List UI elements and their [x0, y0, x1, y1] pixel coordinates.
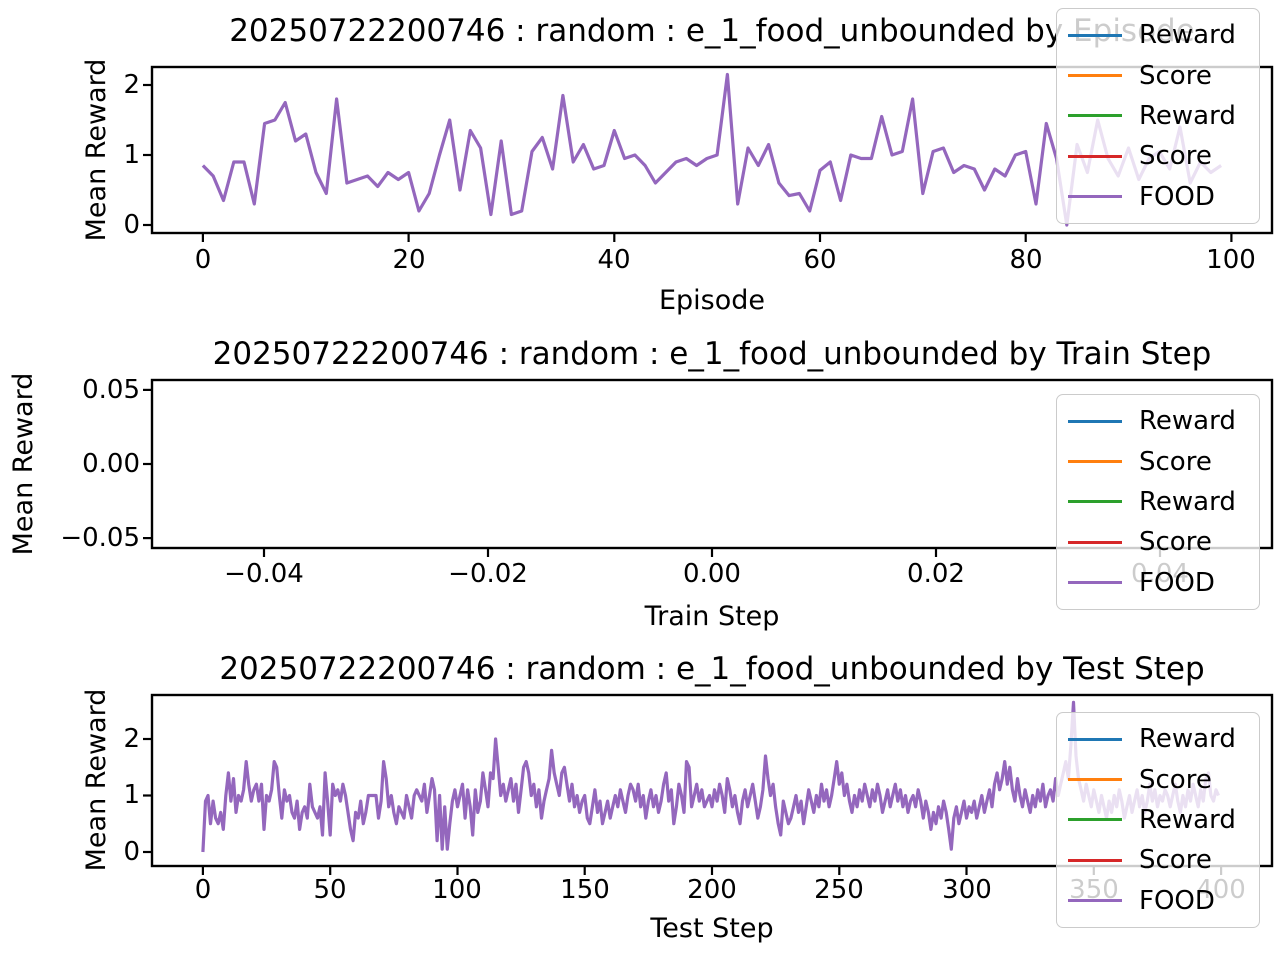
x-tick-label: 0.02 [907, 559, 965, 589]
x-tick-label: 20 [392, 245, 426, 275]
legend-entry-label: Reward [1139, 406, 1236, 437]
legend-entry-label: FOOD [1139, 885, 1215, 916]
legend-entry: Reward [1068, 800, 1259, 840]
legend-line-sample [1068, 540, 1122, 544]
x-tick-label: 40 [597, 245, 631, 275]
x-tick-label: 60 [803, 245, 837, 275]
legend-line-sample [1068, 154, 1122, 158]
plot2-legend: Reward Score Reward Score FOOD [1056, 394, 1260, 610]
legend-line-sample [1068, 460, 1122, 464]
legend-line-sample [1068, 74, 1122, 78]
legend-entry-label: Score [1139, 60, 1212, 91]
legend-line-sample [1068, 500, 1122, 504]
plot3-legend: Reward Score Reward Score FOOD [1056, 712, 1260, 928]
x-tick-label: 150 [560, 875, 610, 905]
legend-entry: Score [1068, 759, 1259, 799]
legend-entry-label: Reward [1139, 100, 1236, 131]
legend-entry-label: Score [1139, 446, 1212, 477]
legend-entry: Reward [1068, 401, 1259, 441]
legend-entry-label: Reward [1139, 20, 1236, 51]
y-tick-label: 0 [123, 210, 140, 240]
y-tick-label: 2 [123, 724, 140, 754]
y-tick-label: 1 [123, 140, 140, 170]
plot1-title: 20250722200746 : random : e_1_food_unbou… [229, 13, 1195, 49]
legend-entry-label: Reward [1139, 486, 1236, 517]
legend-line-sample [1068, 419, 1122, 423]
y-tick-label: −0.05 [60, 523, 140, 553]
y-tick-label: 0.00 [82, 449, 140, 479]
legend-entry: FOOD [1068, 177, 1259, 217]
legend-line-sample [1068, 818, 1122, 822]
legend-entry: Reward [1068, 482, 1259, 522]
x-tick-label: 80 [1009, 245, 1043, 275]
x-tick-label: 0.00 [683, 559, 741, 589]
x-tick-label: −0.02 [448, 559, 528, 589]
legend-entry: Score [1068, 55, 1259, 95]
legend-entry: Reward [1068, 96, 1259, 136]
legend-entry-label: Score [1139, 141, 1212, 172]
x-tick-label: 50 [313, 875, 347, 905]
legend-line-sample [1068, 114, 1122, 118]
legend-line-sample [1068, 899, 1122, 903]
plot2-title: 20250722200746 : random : e_1_food_unbou… [212, 336, 1212, 372]
legend-line-sample [1068, 33, 1122, 37]
series-food-line [201, 72, 1222, 227]
y-tick-label: 1 [123, 780, 140, 810]
legend-entry-label: Reward [1139, 804, 1236, 835]
legend-entry: Score [1068, 441, 1259, 481]
legend-entry-label: Score [1139, 527, 1212, 558]
legend-line-sample [1068, 778, 1122, 782]
plot1-legend: Reward Score Reward Score FOOD [1056, 8, 1260, 224]
x-tick-label: 250 [814, 875, 864, 905]
legend-entry: FOOD [1068, 563, 1259, 603]
legend-entry-label: Score [1139, 764, 1212, 795]
x-tick-label: 300 [942, 875, 992, 905]
y-tick-label: 2 [123, 70, 140, 100]
x-tick-label: 200 [687, 875, 737, 905]
plot1-xlabel: Episode [658, 285, 766, 316]
axes-frame [150, 65, 1274, 235]
x-tick-label: −0.04 [224, 559, 304, 589]
legend-entry-label: FOOD [1139, 567, 1215, 598]
x-tick-label: 100 [1206, 245, 1256, 275]
plot3-xlabel: Test Step [650, 913, 774, 944]
legend-entry: Reward [1068, 15, 1259, 55]
legend-entry: Score [1068, 522, 1259, 562]
x-tick-label: 100 [432, 875, 482, 905]
legend-entry-label: FOOD [1139, 181, 1215, 212]
x-tick-label: 0 [194, 245, 212, 275]
legend-line-sample [1068, 737, 1122, 741]
legend-entry: FOOD [1068, 881, 1259, 921]
y-tick-label: 0.05 [82, 375, 140, 405]
plot3-title: 20250722200746 : random : e_1_food_unbou… [219, 651, 1205, 687]
plot2-xlabel: Train Step [644, 601, 780, 632]
legend-line-sample [1068, 195, 1122, 199]
legend-entry-label: Reward [1139, 724, 1236, 755]
x-tick-label: 0 [194, 875, 212, 905]
series-food-line [201, 700, 1220, 853]
legend-line-sample [1068, 858, 1122, 862]
legend-entry: Reward [1068, 719, 1259, 759]
legend-entry-label: Score [1139, 845, 1212, 876]
y-tick-label: 0 [123, 837, 140, 867]
legend-entry: Score [1068, 136, 1259, 176]
legend-entry: Score [1068, 840, 1259, 880]
legend-line-sample [1068, 581, 1122, 585]
